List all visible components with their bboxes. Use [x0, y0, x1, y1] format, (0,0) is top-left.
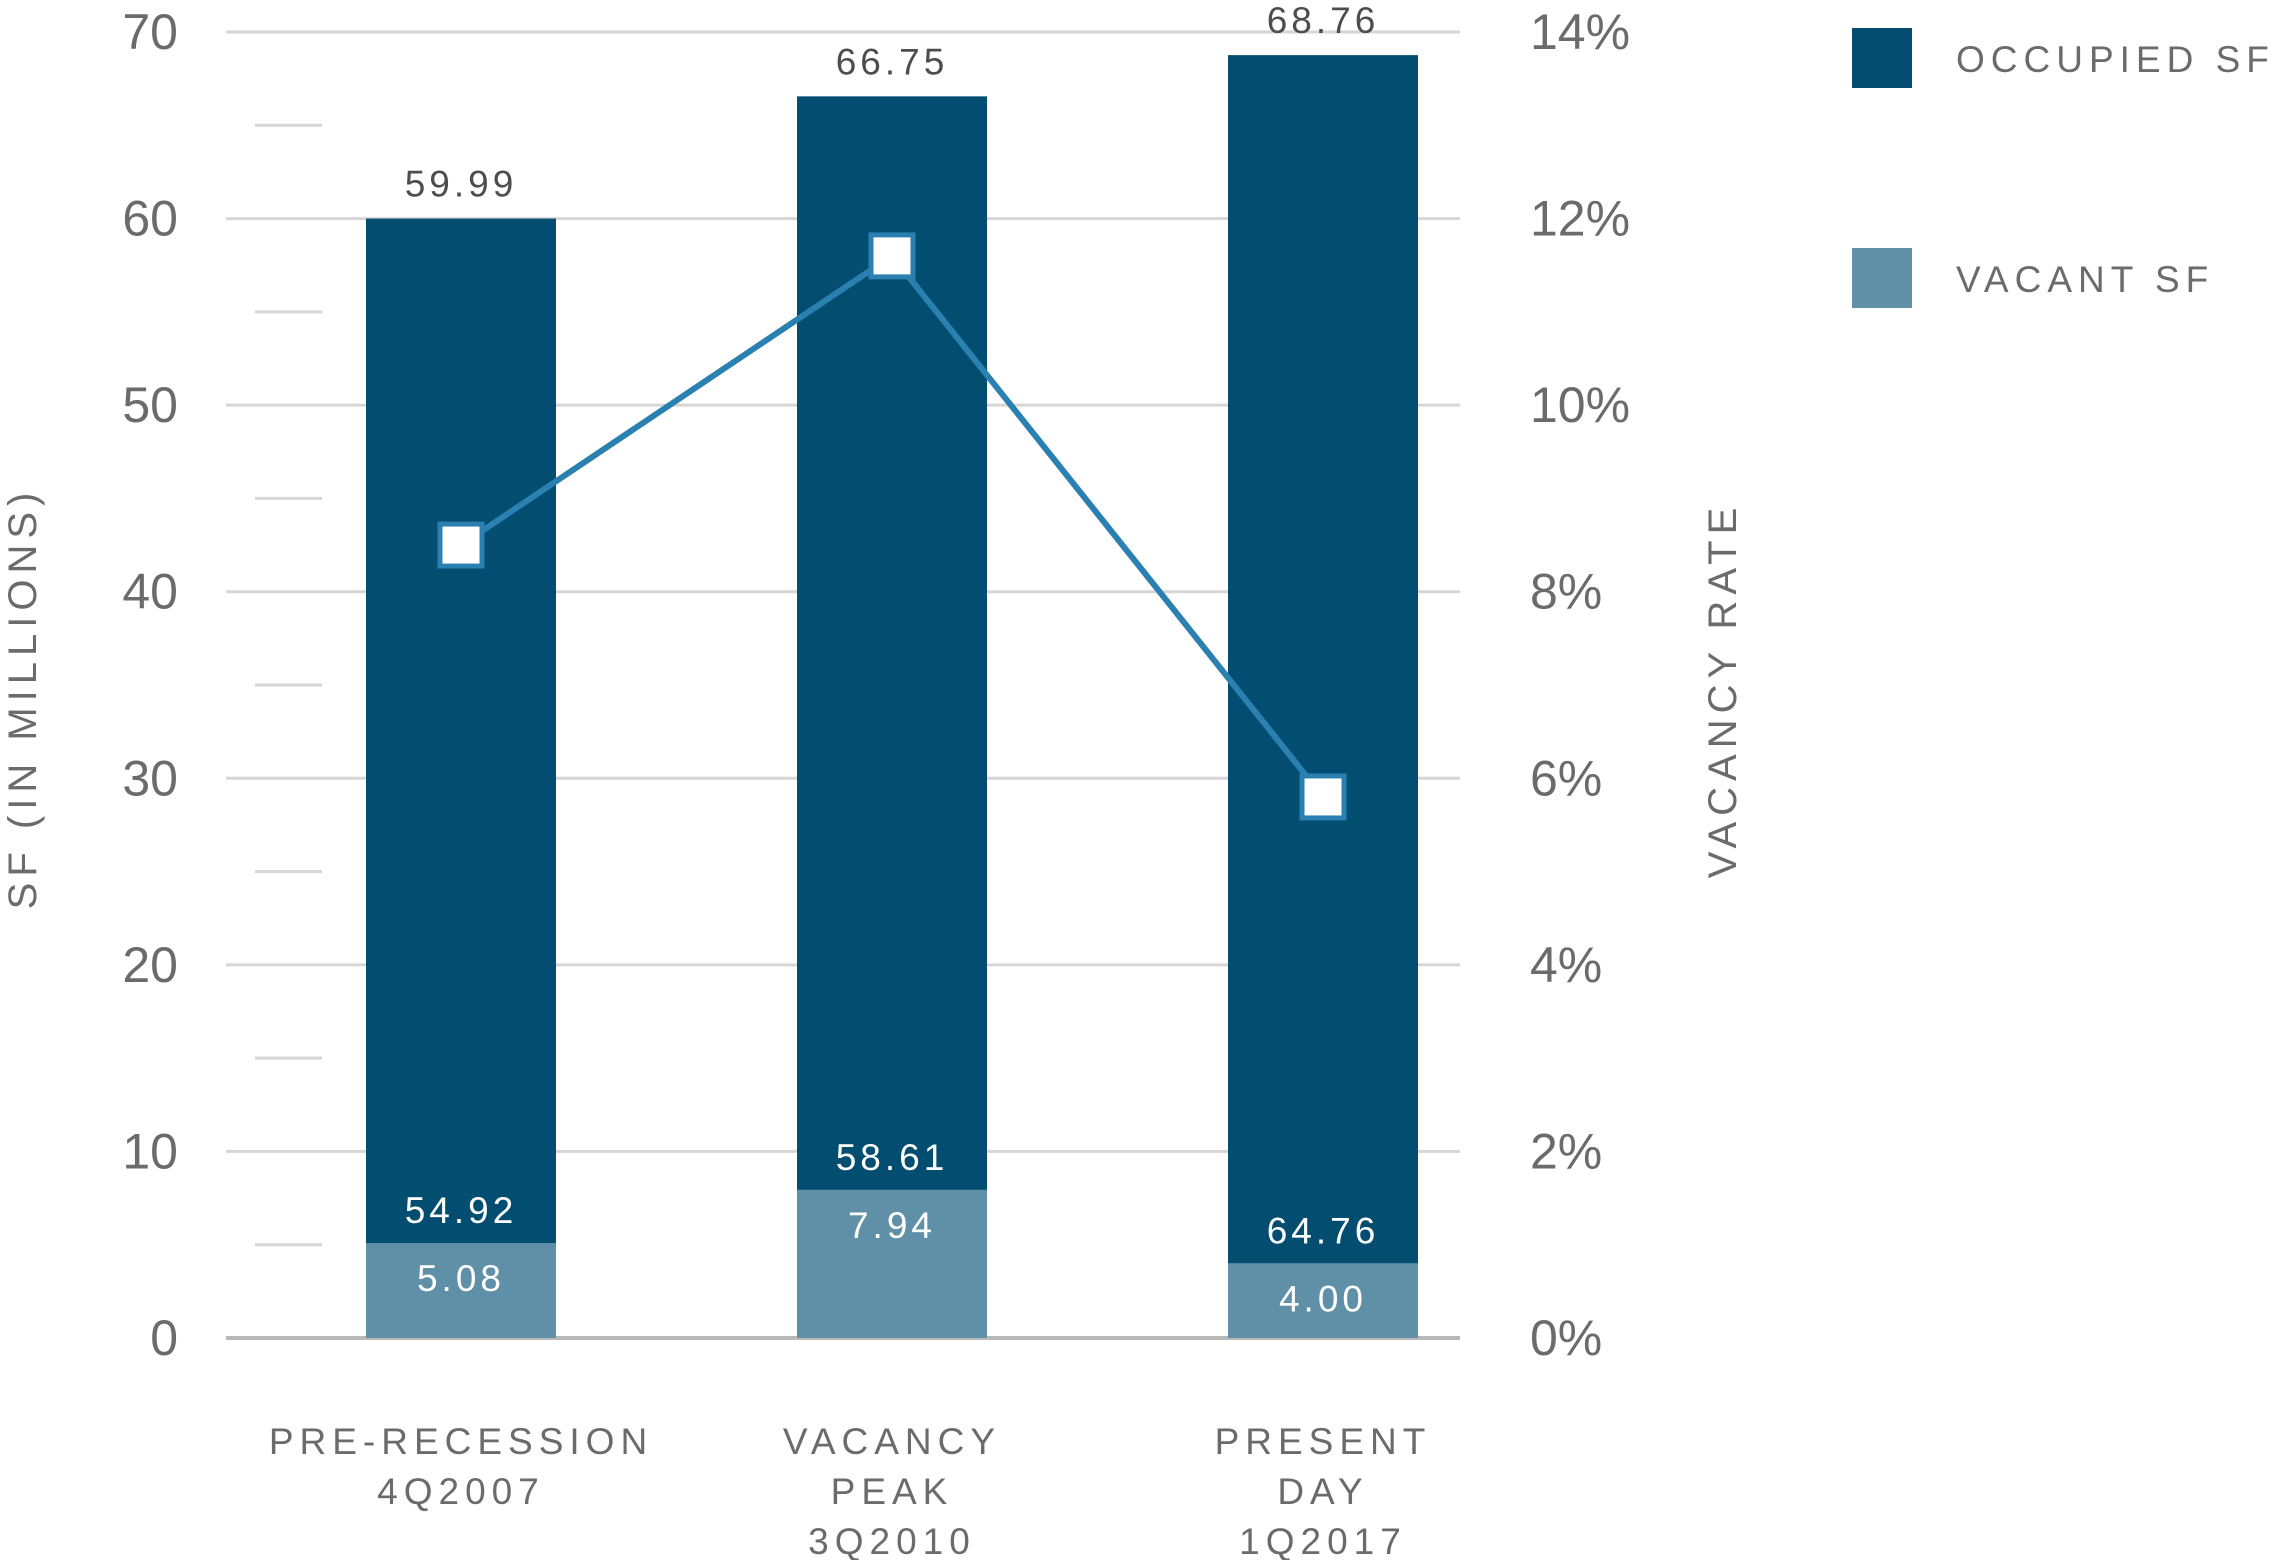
- y-tick-label: 60: [122, 191, 178, 247]
- y-tick-label: 20: [122, 937, 178, 993]
- bar-labels: 59.99 54.92 5.08 66.75 58.61 7.94 68.76 64.76 4.…: [405, 0, 1380, 1319]
- vacant-label: 7.94: [848, 1205, 936, 1246]
- legend-swatch: [1852, 28, 1912, 88]
- minor-ticks: [255, 123, 322, 1247]
- bar-occupied: [1228, 55, 1418, 1264]
- bar-vacant: [1228, 1263, 1418, 1338]
- y-right-tick-label: 0%: [1530, 1310, 1602, 1366]
- vacancy-marker: [437, 521, 485, 569]
- total-label: 68.76: [1267, 0, 1380, 41]
- y-right-tick-label: 8%: [1530, 564, 1602, 620]
- y-tick-label: 40: [122, 564, 178, 620]
- bar-vacant: [797, 1189, 987, 1338]
- y-right-tick-label: 12%: [1530, 191, 1630, 247]
- vacancy-marker: [868, 232, 916, 280]
- legend-label: VACANT SF: [1956, 259, 2214, 300]
- category-label: 3Q2010: [808, 1521, 976, 1560]
- total-label: 59.99: [405, 164, 518, 205]
- category-label: PEAK: [831, 1471, 954, 1512]
- y-right-tick-label: 6%: [1530, 750, 1602, 806]
- vacant-label: 4.00: [1279, 1278, 1367, 1319]
- vacant-label: 5.08: [417, 1258, 505, 1299]
- y-right-tick-label: 2%: [1530, 1123, 1602, 1179]
- y-tick-label: 0: [150, 1310, 178, 1366]
- total-label: 66.75: [836, 41, 949, 82]
- y-tick-label: 30: [122, 750, 178, 806]
- y-right-axis-title: VACANCY RATE: [1701, 502, 1745, 879]
- occupied-label: 58.61: [836, 1137, 949, 1178]
- bar-vacant: [366, 1243, 556, 1338]
- legend-swatch: [1852, 248, 1912, 308]
- category-label: 4Q2007: [377, 1471, 545, 1512]
- y-right-tick-label: 14%: [1530, 4, 1630, 60]
- category-label: PRESENT: [1215, 1421, 1432, 1462]
- y-axis-title: SF (IN MILLIONS): [1, 487, 45, 910]
- y-right-tick-label: 4%: [1530, 937, 1602, 993]
- legend: OCCUPIED SF VACANT SF: [1852, 28, 2275, 308]
- category-label: VACANCY: [783, 1421, 1001, 1462]
- axes: 0 10 20 30 40 50 60 70 0% 2% 4% 6% 8% 10% 12% 14% SF (IN…: [1, 4, 1745, 1560]
- vacancy-rate-line: [437, 232, 1347, 821]
- category-label: DAY: [1277, 1471, 1368, 1512]
- y-tick-label: 50: [122, 377, 178, 433]
- bars: [366, 55, 1418, 1338]
- y-right-tick-label: 10%: [1530, 377, 1630, 433]
- category-label: 1Q2017: [1239, 1521, 1407, 1560]
- legend-label: OCCUPIED SF: [1956, 39, 2275, 80]
- occupied-label: 54.92: [405, 1190, 518, 1231]
- category-label: PRE-RECESSION: [269, 1421, 653, 1462]
- occupied-label: 64.76: [1267, 1210, 1380, 1251]
- bar-occupied: [366, 218, 556, 1244]
- y-tick-label: 70: [122, 4, 178, 60]
- y-tick-label: 10: [122, 1123, 178, 1179]
- vacancy-marker: [1299, 773, 1347, 821]
